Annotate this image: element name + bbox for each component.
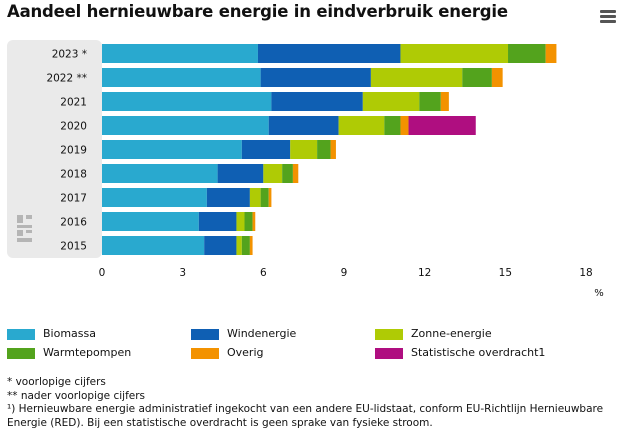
bar-segment (102, 68, 261, 87)
bar-segment (419, 92, 441, 111)
bar-segment (260, 188, 269, 207)
bar-segment (102, 236, 205, 255)
bar-segment (236, 212, 245, 231)
bar-segment (102, 116, 269, 135)
y-tick-label: 2020 (60, 121, 87, 133)
bar-segment (252, 212, 256, 231)
y-tick-label: 2017 (60, 193, 87, 205)
x-tick-label: 0 (99, 267, 106, 279)
x-tick-label: 12 (418, 267, 431, 279)
legend-item[interactable]: Biomassa (7, 327, 187, 342)
bar-segment (257, 44, 401, 63)
bar-segment (249, 188, 261, 207)
legend-swatch (375, 348, 403, 359)
legend-item[interactable]: Overig (191, 346, 371, 361)
bar-segment (260, 68, 371, 87)
legend-label: Zonne-energie (411, 327, 492, 340)
legend-item[interactable]: Zonne-energie (375, 327, 555, 342)
x-tick-label: 9 (341, 267, 348, 279)
bar-segment (440, 92, 449, 111)
bar-segment (292, 164, 299, 183)
x-tick-label: 6 (260, 267, 267, 279)
legend-label: Biomassa (43, 327, 96, 340)
legend-swatch (7, 348, 35, 359)
hamburger-menu-icon[interactable] (600, 10, 616, 24)
footnote: ** nader voorlopige cijfers (7, 389, 146, 402)
bar-segment (290, 140, 318, 159)
bar-segment (545, 44, 557, 63)
x-axis-unit: % (594, 288, 604, 299)
bar-segment (282, 164, 293, 183)
bar-segment (268, 188, 272, 207)
bar-segment (102, 140, 242, 159)
bar-segment (241, 140, 291, 159)
y-tick-label: 2019 (60, 145, 87, 157)
bar-segment (330, 140, 336, 159)
category-band (7, 40, 102, 258)
bar-segment (384, 116, 401, 135)
legend-item[interactable]: Windenergie (191, 327, 371, 342)
bar-segment (204, 236, 237, 255)
bar-segment (370, 68, 463, 87)
legend-label: Windenergie (227, 327, 297, 340)
legend-item[interactable]: Statistische overdracht1 (375, 346, 555, 361)
footnote: * voorlopige cijfers (7, 376, 106, 388)
y-tick-label: 2018 (60, 169, 87, 181)
legend-label: Overig (227, 346, 264, 359)
bar-segment (206, 188, 250, 207)
bar-segment (268, 116, 339, 135)
bar-segment (338, 116, 385, 135)
y-tick-label: 2021 (60, 97, 87, 109)
legend-swatch (191, 348, 219, 359)
x-tick-label: 15 (499, 267, 512, 279)
y-tick-label: 2015 (60, 241, 87, 253)
y-tick-label: 2022 ** (46, 73, 87, 85)
bar-segment (508, 44, 546, 63)
legend-swatch (7, 329, 35, 340)
bar-segment (249, 236, 253, 255)
legend-swatch (191, 329, 219, 340)
legend-swatch (375, 329, 403, 340)
x-tick-label: 3 (179, 267, 186, 279)
bar-segment (491, 68, 503, 87)
bar-segment (102, 188, 207, 207)
bar-segment (102, 212, 199, 231)
bar-segment (400, 116, 409, 135)
bar-segment (217, 164, 264, 183)
bar-segment (271, 92, 363, 111)
x-tick-label: 18 (579, 267, 592, 279)
legend-label: Warmtepompen (43, 346, 132, 359)
bar-segment (317, 140, 331, 159)
footnote: ¹) Hernieuwbare energie administratief i… (7, 403, 604, 429)
bar-segment (102, 44, 258, 63)
legend-item[interactable]: Warmtepompen (7, 346, 187, 361)
y-tick-label: 2023 * (52, 49, 87, 61)
footnotes: * voorlopige cijfers ** nader voorlopige… (7, 376, 617, 430)
bar-segment (244, 212, 253, 231)
bar-segment (102, 92, 272, 111)
bar-segment (462, 68, 492, 87)
bar-segment (102, 164, 218, 183)
bar-segment (362, 92, 420, 111)
chart-title: Aandeel hernieuwbare energie in eindverb… (7, 2, 508, 21)
bar-segment (263, 164, 283, 183)
y-tick-label: 2016 (60, 217, 87, 229)
bar-segment (241, 236, 250, 255)
legend-label: Statistische overdracht1 (411, 346, 546, 359)
bar-segment (198, 212, 237, 231)
bar-segment (236, 236, 242, 255)
cbs-logo-icon (17, 215, 32, 242)
bar-segment (400, 44, 509, 63)
bar-segment (408, 116, 476, 135)
